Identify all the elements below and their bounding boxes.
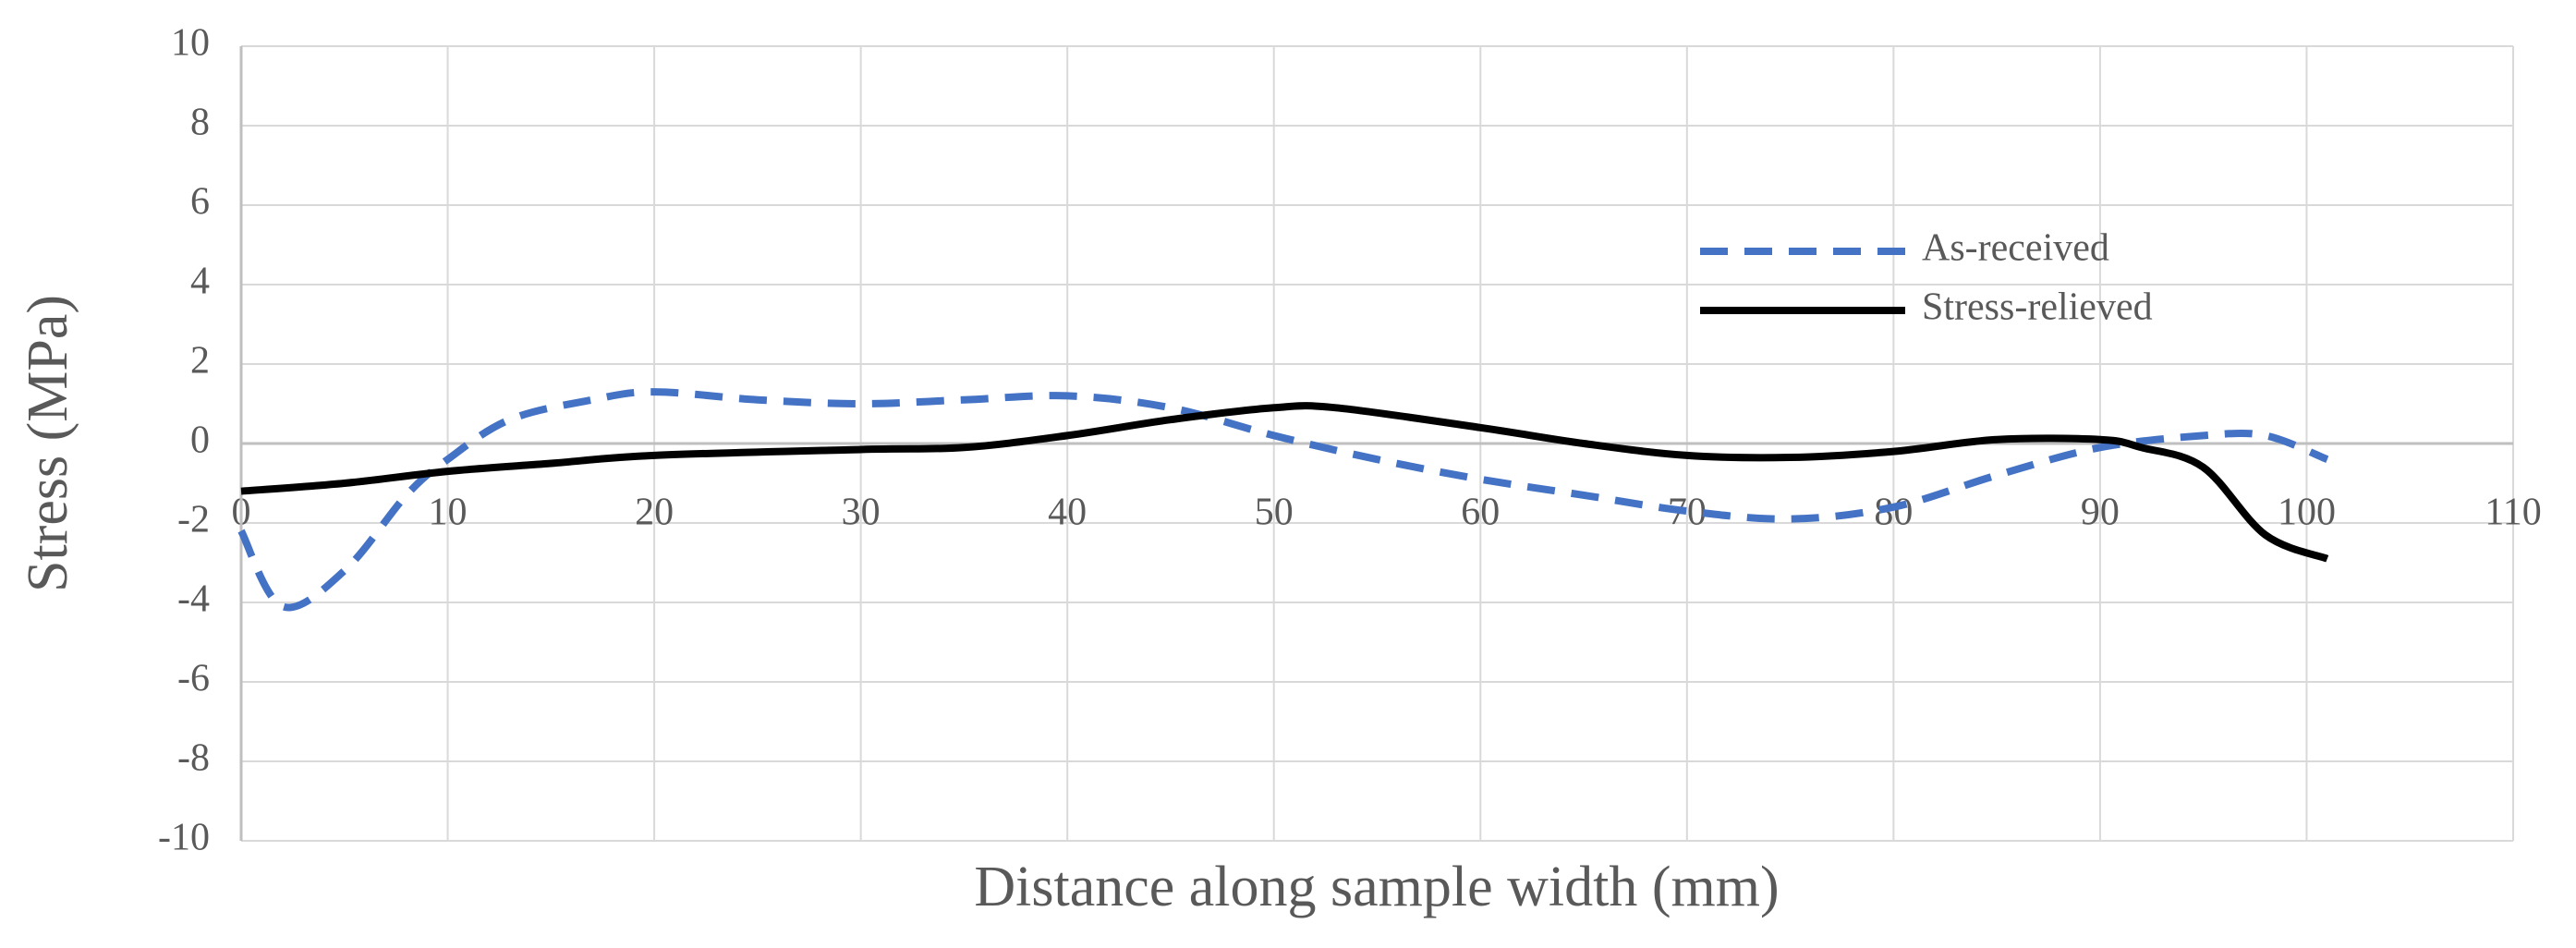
y-axis-label: Stress (MPa) [17, 295, 79, 592]
y-tick-label: -10 [158, 817, 210, 859]
x-tick-label: 40 [1048, 492, 1087, 534]
y-tick-label: 4 [190, 261, 210, 303]
series-line [237, 388, 2329, 612]
x-tick-label: 60 [1461, 492, 1500, 534]
x-tick-label: 30 [842, 492, 881, 534]
x-tick-label: 110 [2485, 492, 2541, 534]
y-tick-label: -8 [177, 737, 210, 780]
y-tick-label: -2 [177, 499, 210, 541]
y-tick-label: -4 [177, 578, 210, 621]
y-tick-label: 2 [190, 340, 210, 383]
series-line [240, 402, 2329, 563]
x-tick-label: 90 [2081, 492, 2120, 534]
x-tick-label: 10 [429, 492, 468, 534]
y-tick-label: 0 [190, 419, 210, 462]
x-tick-label: 80 [1874, 492, 1913, 534]
y-tick-label: 6 [190, 181, 210, 224]
y-tick-label: -6 [177, 658, 210, 700]
y-tick-label: 10 [171, 22, 210, 65]
x-tick-label: 50 [1255, 492, 1294, 534]
y-tick-label: 8 [190, 102, 210, 144]
legend-label: Stress-relieved [1922, 286, 2153, 329]
x-axis-label: Distance along sample width (mm) [974, 856, 1779, 918]
legend-label: As-received [1922, 227, 2109, 270]
x-tick-label: 20 [635, 492, 674, 534]
x-tick-label: 100 [2278, 492, 2336, 534]
